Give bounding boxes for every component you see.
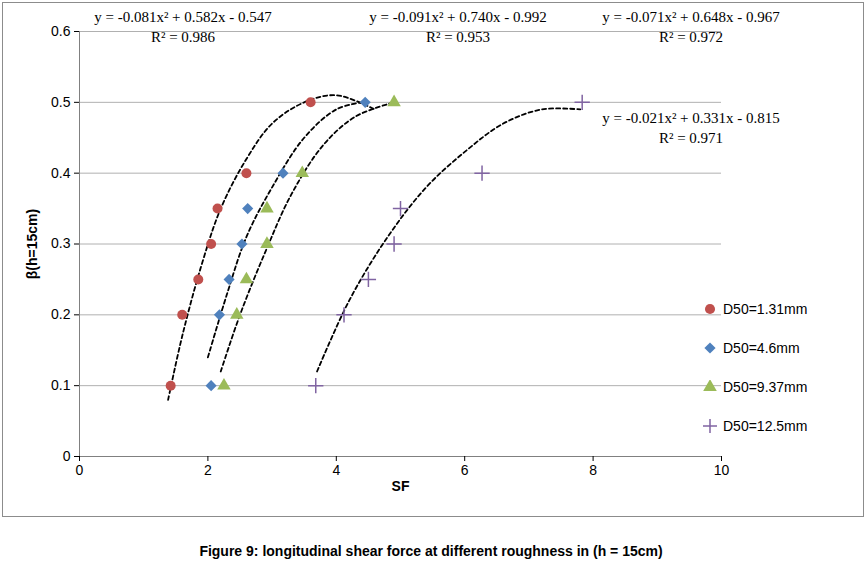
- svg-text:0.3: 0.3: [51, 235, 71, 251]
- html-text:D50=12.5mm: D50=12.5mm: [723, 417, 808, 434]
- svg-text:10: 10: [714, 462, 730, 478]
- svg-text:8: 8: [589, 462, 597, 478]
- html-text:R² = 0.972: R² = 0.972: [658, 29, 724, 45]
- html-text:D50=4.6mm: D50=4.6mm: [723, 339, 800, 356]
- html-text:D50=9.37mm: D50=9.37mm: [723, 378, 808, 395]
- svg-text:0: 0: [63, 448, 71, 464]
- html-text:y = -0.021x² + 0.331x - 0.815: y = -0.021x² + 0.331x - 0.815: [602, 110, 780, 126]
- svg-text:β(h=15cm): β(h=15cm): [24, 209, 40, 279]
- html-text:y = -0.071x² + 0.648x - 0.967: y = -0.071x² + 0.648x - 0.967: [602, 9, 780, 25]
- html-text:R² = 0.971: R² = 0.971: [658, 130, 724, 146]
- html-text:R² = 0.986: R² = 0.986: [150, 29, 216, 45]
- svg-text:0.2: 0.2: [51, 306, 71, 322]
- svg-text:0.6: 0.6: [51, 23, 71, 39]
- html-text:y = -0.081x² + 0.582x - 0.547: y = -0.081x² + 0.582x - 0.547: [94, 9, 272, 25]
- html-text:y = -0.091x² + 0.740x - 0.992: y = -0.091x² + 0.740x - 0.992: [369, 9, 547, 25]
- svg-text:SF: SF: [392, 478, 410, 494]
- svg-text:0.5: 0.5: [51, 94, 71, 110]
- svg-text:2: 2: [204, 462, 212, 478]
- svg-text:6: 6: [461, 462, 469, 478]
- html-text:R² = 0.953: R² = 0.953: [425, 29, 491, 45]
- svg-text:0: 0: [76, 462, 84, 478]
- svg-text:0.4: 0.4: [51, 165, 71, 181]
- html-text:Figure 9: longitudinal shear f: Figure 9: longitudinal shear force at di…: [199, 543, 663, 559]
- html-text:D50=1.31mm: D50=1.31mm: [723, 300, 808, 317]
- svg-text:4: 4: [332, 462, 340, 478]
- svg-text:0.1: 0.1: [51, 377, 71, 393]
